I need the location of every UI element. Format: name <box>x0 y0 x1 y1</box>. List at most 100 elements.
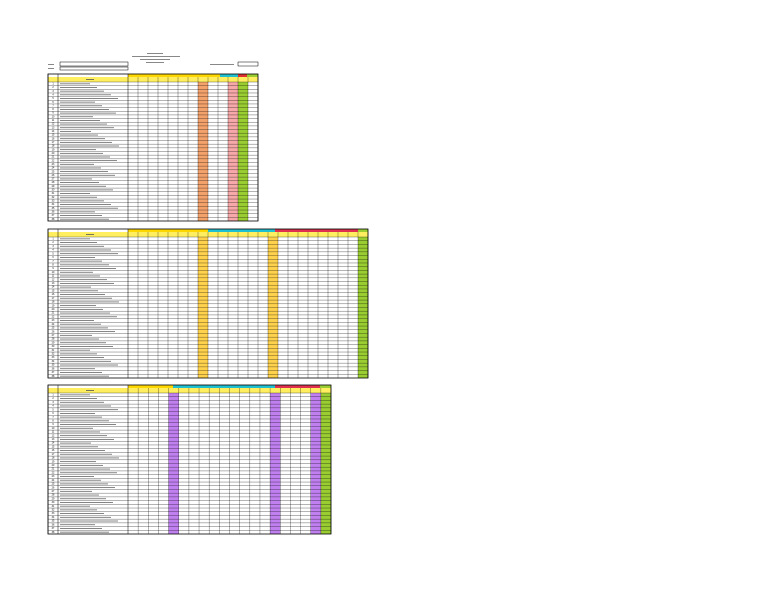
student-name <box>60 424 116 425</box>
header-band <box>220 74 238 77</box>
row-number: 13 <box>52 126 55 129</box>
row-number: 3 <box>52 90 54 93</box>
row-number: 35 <box>52 520 55 523</box>
row-number: 5 <box>52 252 54 255</box>
row-number: 15 <box>52 445 55 448</box>
heading-line <box>146 62 164 63</box>
row-number: 11 <box>52 119 55 122</box>
row-number: 19 <box>52 460 55 463</box>
student-name <box>60 152 103 154</box>
row-number: 24 <box>52 167 55 170</box>
row-number: 24 <box>52 479 55 482</box>
row-number: 15 <box>52 289 55 292</box>
student-name <box>60 264 109 266</box>
row-number: 12 <box>52 278 55 281</box>
row-number: 6 <box>52 412 54 415</box>
row-number: 6 <box>52 256 54 259</box>
student-name <box>60 327 108 329</box>
student-name <box>60 487 115 489</box>
header-band <box>208 229 275 232</box>
header-band <box>320 385 331 388</box>
student-name <box>60 405 111 407</box>
field-box <box>59 66 129 71</box>
row-number: 14 <box>52 130 55 133</box>
field-label <box>48 68 54 69</box>
row-number: 9 <box>52 423 54 426</box>
row-number: 31 <box>52 505 55 508</box>
student-name <box>60 253 118 255</box>
table-border <box>47 73 259 222</box>
row-number: 23 <box>52 319 55 322</box>
heading-line <box>140 59 170 60</box>
field-box <box>59 61 129 67</box>
row-number: 20 <box>52 308 55 311</box>
row-number: 28 <box>52 338 55 341</box>
field-box <box>237 61 259 67</box>
student-name <box>60 279 107 281</box>
row-number: 27 <box>52 490 55 493</box>
header-band <box>173 385 275 388</box>
row-number: 21 <box>52 468 55 471</box>
student-name <box>60 268 116 269</box>
student-name <box>60 211 95 213</box>
student-name <box>60 349 90 351</box>
row-number: 13 <box>52 438 55 441</box>
student-name <box>60 513 104 514</box>
student-name <box>60 446 98 448</box>
student-name <box>60 174 115 176</box>
row-number: 4 <box>52 405 54 408</box>
row-number: 23 <box>52 163 55 166</box>
row-number: 30 <box>52 345 55 348</box>
row-number: 20 <box>52 464 55 467</box>
header-band <box>128 229 208 232</box>
student-name <box>60 185 106 187</box>
row-number: 14 <box>52 442 55 445</box>
student-name <box>60 516 111 518</box>
header-band <box>238 74 247 77</box>
student-name <box>60 297 112 299</box>
student-name <box>60 372 102 373</box>
row-number: 10 <box>52 115 55 118</box>
row-number: 33 <box>52 356 55 359</box>
header-band <box>247 74 258 77</box>
row-number: 5 <box>52 97 54 100</box>
student-name <box>60 479 101 481</box>
student-name <box>60 346 113 347</box>
student-name <box>60 498 106 500</box>
row-number: 35 <box>52 207 55 210</box>
row-number: 30 <box>52 189 55 192</box>
student-name <box>60 450 105 451</box>
student-name <box>60 490 92 492</box>
student-name <box>60 360 111 362</box>
student-name <box>60 249 111 251</box>
header-band <box>275 229 358 232</box>
student-name <box>60 320 94 321</box>
row-number: 8 <box>52 419 54 422</box>
student-name <box>60 189 113 191</box>
student-name <box>60 204 111 205</box>
row-number: 37 <box>52 371 55 374</box>
row-number: 29 <box>52 341 55 344</box>
student-name <box>60 353 97 355</box>
row-number: 24 <box>52 323 55 326</box>
student-name <box>60 457 119 459</box>
sheet-heading <box>48 53 234 69</box>
row-number: 4 <box>52 93 54 96</box>
student-name <box>60 427 93 429</box>
student-name <box>60 196 97 198</box>
student-name <box>60 127 114 129</box>
student-name <box>60 178 92 180</box>
row-number: 12 <box>52 434 55 437</box>
row-number: 30 <box>52 501 55 504</box>
student-name <box>60 156 110 158</box>
row-number: 35 <box>52 364 55 367</box>
student-name <box>60 275 100 277</box>
row-number: 33 <box>52 200 55 203</box>
row-number: 25 <box>52 170 55 173</box>
row-number: 14 <box>52 286 55 289</box>
row-number: 18 <box>52 145 55 148</box>
student-name <box>60 524 95 526</box>
student-name <box>60 218 109 220</box>
row-number: 34 <box>52 360 55 363</box>
